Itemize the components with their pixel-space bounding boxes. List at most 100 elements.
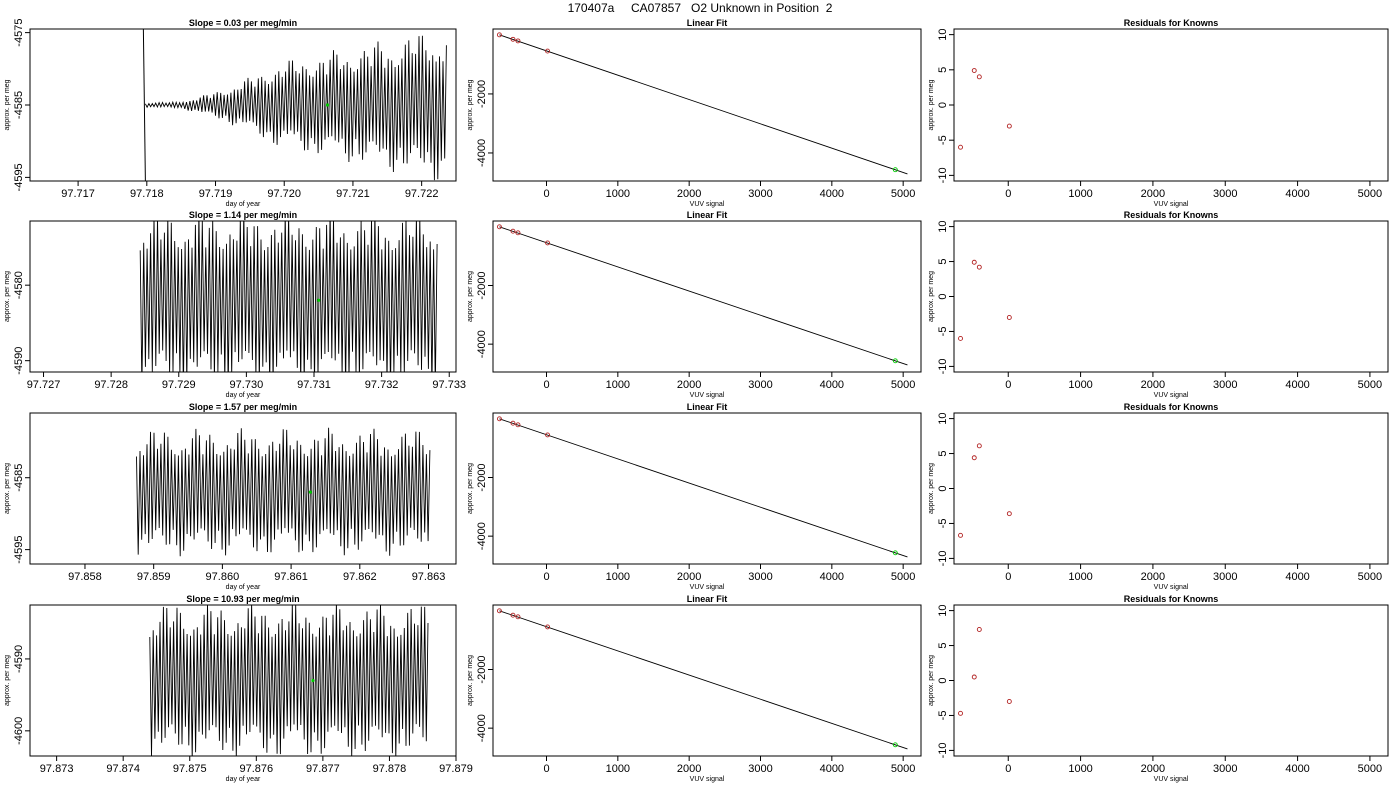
y-tick-label: -2000 (476, 463, 488, 491)
plot-frame (492, 220, 922, 373)
x-axis-label: VUV signal (1154, 584, 1189, 591)
x-tick-label: 4000 (1285, 188, 1309, 200)
x-tick-label: 0 (543, 188, 549, 200)
y-tick-label: -4575 (13, 19, 25, 47)
plot-frame (492, 28, 922, 182)
chart-panel-4-3: Residuals for Knowns 0 1000 2000 3000 4000 500… (928, 594, 1389, 783)
chart-title: Linear Fit (687, 402, 728, 412)
fit-line (499, 610, 908, 750)
plot-frame (29, 604, 457, 757)
x-tick-label: 97.862 (343, 571, 377, 583)
x-tick-label: 0 (1005, 188, 1011, 200)
residual-point (976, 627, 982, 632)
unknown-marker (317, 298, 321, 302)
x-tick-label: 5000 (1358, 763, 1382, 775)
y-tick-label: -5 (937, 135, 949, 145)
x-tick-label: 2000 (677, 188, 701, 200)
plot-frame (953, 604, 1389, 757)
x-tick-label: 4000 (1285, 763, 1309, 775)
y-axis-label: approx. per meg (4, 271, 11, 322)
y-tick-label: -5 (937, 327, 949, 337)
residual-point (1006, 315, 1012, 320)
x-tick-label: 4000 (820, 571, 844, 583)
x-tick-label: 3000 (1213, 763, 1237, 775)
x-tick-label: 97.719 (199, 188, 233, 200)
plot-area (136, 427, 431, 557)
x-tick-label: 1000 (606, 571, 630, 583)
unknown-point (892, 742, 898, 748)
chart-panel-2-3: Residuals for Knowns 0 1000 2000 3000 4000 500… (928, 210, 1389, 399)
x-axis-label: VUV signal (1154, 776, 1189, 783)
x-tick-label: 1000 (1068, 763, 1092, 775)
y-axis-label: approx. per meg (467, 79, 474, 130)
x-tick-label: 0 (543, 571, 549, 583)
plot-area (958, 443, 1012, 538)
x-tick-label: 97.729 (162, 379, 196, 391)
x-tick-label: 0 (1005, 763, 1011, 775)
chart-panel-3-1: Slope = 1.57 per meg/min 97.858 97.859 97.8… (4, 402, 457, 591)
x-tick-label: 1000 (606, 379, 630, 391)
x-tick-label: 97.875 (173, 763, 207, 775)
residual-point (976, 74, 982, 80)
unknown-marker (325, 103, 330, 107)
plot-frame (492, 412, 922, 565)
x-tick-label: 5000 (1358, 571, 1382, 583)
known-point (496, 32, 502, 38)
x-tick-label: 4000 (1285, 571, 1309, 583)
known-point (510, 228, 516, 234)
x-tick-label: 5000 (891, 379, 915, 391)
x-axis-label: day of year (226, 201, 261, 208)
known-point (515, 38, 521, 44)
y-tick-label: -2000 (476, 80, 488, 108)
y-axis-label: approx. per meg (928, 271, 935, 322)
residual-point (971, 68, 977, 73)
x-tick-label: 1000 (606, 188, 630, 200)
y-tick-label: 10 (937, 604, 949, 616)
y-tick-label: -2000 (476, 271, 488, 299)
y-tick-label: -2000 (476, 655, 488, 683)
x-tick-label: 1000 (606, 763, 630, 775)
fit-line (499, 418, 908, 558)
residual-point (958, 144, 963, 150)
x-tick-label: 97.721 (336, 188, 370, 200)
x-axis-label: VUV signal (690, 392, 725, 399)
x-tick-label: 97.717 (61, 188, 95, 200)
residual-point (976, 264, 982, 270)
plot-area (142, 29, 447, 181)
x-tick-label: 97.730 (230, 379, 264, 391)
residual-point (1006, 123, 1012, 129)
x-tick-label: 4000 (820, 379, 844, 391)
known-point (515, 230, 521, 236)
chart-panel-1-1: Slope = 0.03 per meg/min 97.717 97.718 97.7… (4, 18, 457, 208)
known-point (496, 224, 502, 230)
plot-area (496, 416, 908, 558)
x-tick-label: 3000 (1213, 571, 1237, 583)
y-tick-label: -4600 (13, 717, 25, 745)
known-point (510, 36, 516, 42)
x-axis-label: VUV signal (690, 201, 725, 208)
y-tick-label: 5 (937, 258, 949, 264)
y-axis-label: approx. per meg (4, 463, 11, 514)
x-tick-label: 97.728 (94, 379, 128, 391)
y-tick-label: -5 (937, 711, 949, 721)
y-tick-label: -4000 (476, 139, 488, 167)
chart-title: Slope = 0.03 per meg/min (189, 18, 297, 28)
x-tick-label: 1000 (1068, 571, 1092, 583)
x-tick-label: 4000 (1285, 379, 1309, 391)
x-tick-label: 2000 (677, 571, 701, 583)
x-tick-label: 3000 (748, 571, 772, 583)
residual-point (958, 532, 963, 538)
y-axis-label: approx. per meg (467, 655, 474, 706)
residual-point (971, 674, 977, 680)
chart-title: Residuals for Knowns (1124, 18, 1219, 28)
y-axis-label: approx. per meg (4, 655, 11, 706)
y-tick-label: -4595 (13, 536, 25, 564)
fit-line (499, 34, 908, 175)
data-trace-spike (142, 29, 146, 181)
y-tick-label: -4590 (13, 645, 25, 673)
x-tick-label: 2000 (1141, 571, 1165, 583)
known-point (510, 420, 516, 426)
y-tick-label: 5 (937, 450, 949, 456)
y-tick-label: 10 (937, 29, 949, 41)
